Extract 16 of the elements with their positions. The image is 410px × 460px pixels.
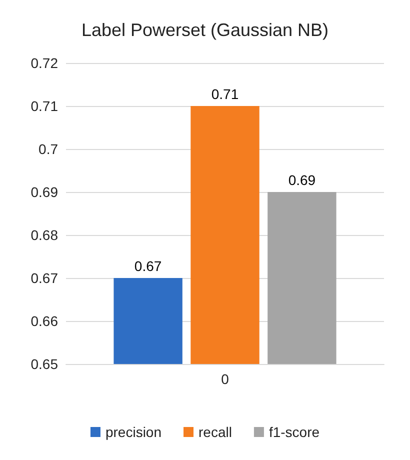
y-tick-label: 0.71 (30, 98, 58, 114)
y-tick-label: 0.66 (30, 313, 58, 329)
y-tick-label: 0.72 (30, 55, 58, 71)
y-tick-label: 0.69 (30, 184, 58, 200)
legend-label: f1-score (268, 424, 320, 440)
x-tick-label: 0 (221, 371, 230, 387)
legend-label: recall (198, 424, 232, 440)
data-label: 0.69 (288, 172, 316, 188)
legend-label: precision (105, 424, 162, 440)
y-tick-label: 0.65 (30, 356, 58, 372)
data-label: 0.67 (134, 258, 162, 274)
chart-title: Label Powerset (Gaussian NB) (81, 20, 329, 40)
y-tick-label: 0.68 (30, 227, 58, 243)
y-tick-label: 0.7 (38, 141, 58, 157)
y-tick-label: 0.67 (30, 270, 58, 286)
data-label: 0.71 (211, 86, 239, 102)
